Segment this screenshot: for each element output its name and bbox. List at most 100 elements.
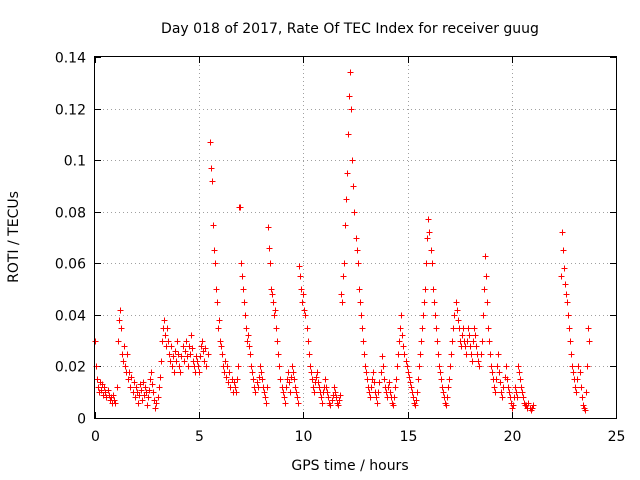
data-point xyxy=(180,343,187,350)
data-point xyxy=(262,394,269,401)
y-tick-label: 0.12 xyxy=(55,103,86,119)
data-point xyxy=(374,400,381,407)
x-axis-label: GPS time / hours xyxy=(291,458,408,474)
data-point xyxy=(150,389,157,396)
data-point xyxy=(187,351,194,358)
data-point xyxy=(268,286,275,293)
data-point xyxy=(489,369,496,376)
data-point xyxy=(146,387,153,394)
data-point xyxy=(196,369,203,376)
data-point xyxy=(373,394,380,401)
data-point xyxy=(331,384,338,391)
data-point xyxy=(238,260,245,267)
data-point xyxy=(117,307,124,314)
data-point xyxy=(419,325,426,332)
data-point xyxy=(257,363,264,370)
data-point xyxy=(395,351,402,358)
data-point xyxy=(201,358,208,365)
data-point xyxy=(310,384,317,391)
y-tick-label: 0.08 xyxy=(55,206,86,222)
data-point xyxy=(580,402,587,409)
data-point xyxy=(277,376,284,383)
data-point xyxy=(482,253,489,260)
data-point xyxy=(356,286,363,293)
data-point xyxy=(429,260,436,267)
data-point xyxy=(144,402,151,409)
data-point xyxy=(92,338,99,345)
data-point xyxy=(467,343,474,350)
data-point xyxy=(435,351,442,358)
data-point xyxy=(385,384,392,391)
data-point xyxy=(361,351,368,358)
data-point xyxy=(495,351,502,358)
data-point xyxy=(476,363,483,370)
data-point xyxy=(568,351,575,358)
data-point xyxy=(261,389,268,396)
data-point xyxy=(360,338,367,345)
data-point xyxy=(282,400,289,407)
data-point xyxy=(286,379,293,386)
data-point xyxy=(231,379,238,386)
data-point xyxy=(350,183,357,190)
data-point xyxy=(412,402,419,409)
data-point xyxy=(178,353,185,360)
data-point xyxy=(265,224,272,231)
data-point xyxy=(393,376,400,383)
data-point xyxy=(584,363,591,370)
data-point xyxy=(276,363,283,370)
data-point xyxy=(445,384,452,391)
data-point xyxy=(433,325,440,332)
data-point xyxy=(273,325,280,332)
data-point xyxy=(203,363,210,370)
data-point xyxy=(287,389,294,396)
data-point xyxy=(566,325,573,332)
data-point xyxy=(185,363,192,370)
data-point xyxy=(243,325,250,332)
data-point xyxy=(559,229,566,236)
data-point xyxy=(572,384,579,391)
data-point xyxy=(510,402,517,409)
data-point xyxy=(447,363,454,370)
y-tick-label: 0.1 xyxy=(64,154,86,170)
y-tick-label: 0.04 xyxy=(55,309,86,325)
data-point xyxy=(469,358,476,365)
data-point xyxy=(578,384,585,391)
data-point xyxy=(299,299,306,306)
data-point xyxy=(465,325,472,332)
data-point xyxy=(570,369,577,376)
data-point xyxy=(189,345,196,352)
data-point xyxy=(509,405,516,412)
data-point xyxy=(379,353,386,360)
data-point xyxy=(247,351,254,358)
data-point xyxy=(259,376,266,383)
data-point xyxy=(95,384,102,391)
data-point xyxy=(333,394,340,401)
data-point xyxy=(335,402,342,409)
data-point xyxy=(169,363,176,370)
y-axis-ticks: 0 0.02 0.04 0.06 0.08 0.1 0.12 0.14 xyxy=(55,51,616,428)
data-point xyxy=(223,374,230,381)
data-point xyxy=(309,376,316,383)
data-point xyxy=(415,376,422,383)
data-point xyxy=(145,394,152,401)
data-point xyxy=(237,204,244,211)
data-point xyxy=(381,376,388,383)
data-point xyxy=(133,384,140,391)
data-point xyxy=(301,307,308,314)
data-point xyxy=(94,376,101,383)
data-point xyxy=(487,351,494,358)
data-point xyxy=(370,369,377,376)
data-point xyxy=(394,363,401,370)
data-point xyxy=(195,363,202,370)
data-point xyxy=(152,405,159,412)
data-point xyxy=(444,394,451,401)
y-tick-label: 0 xyxy=(77,412,86,428)
data-point xyxy=(327,402,334,409)
data-point xyxy=(244,338,251,345)
data-point xyxy=(127,384,134,391)
data-point xyxy=(518,384,525,391)
data-point xyxy=(574,376,581,383)
data-point xyxy=(225,379,232,386)
data-point xyxy=(292,384,299,391)
data-point xyxy=(245,332,252,339)
